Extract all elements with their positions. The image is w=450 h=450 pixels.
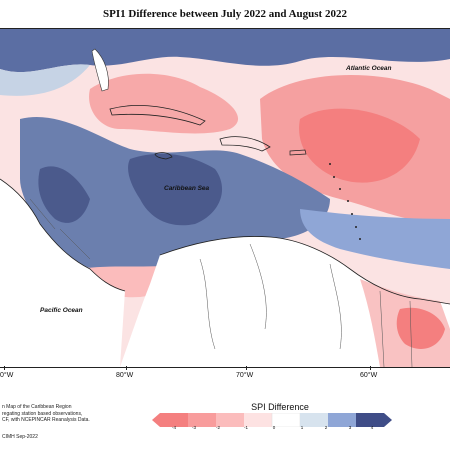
florida-land — [91, 48, 109, 92]
caribbean-sea-label: Caribbean Sea — [164, 185, 210, 192]
legend-tick-label: 2 — [324, 425, 328, 430]
northern-blue-band — [0, 29, 450, 73]
note-line: n Map of the Caribbean Region — [2, 404, 72, 410]
central-america-land — [0, 179, 125, 367]
legend-swatch — [216, 413, 244, 427]
central-america-coastline — [0, 178, 126, 292]
note-line: regating station based observations, — [2, 410, 83, 417]
tick-mark — [370, 366, 371, 370]
legend-swatch — [188, 413, 216, 427]
legend-tick-label: 4 — [370, 425, 374, 430]
longitude-label: 0°W — [0, 372, 14, 379]
cuba-outline — [109, 105, 206, 126]
country-borders — [29, 198, 413, 367]
tick-mark — [4, 366, 5, 370]
puerto-rico-outline — [289, 149, 307, 156]
spi-map: Atlantic Ocean Caribbean Sea Pacific Oce… — [0, 28, 450, 368]
legend-arrow-right — [384, 413, 392, 427]
legend-tick-label: -3 — [191, 425, 196, 430]
map-canvas — [0, 29, 450, 367]
legend-swatch — [300, 413, 328, 427]
legend-tick-label: -4 — [171, 425, 176, 430]
legend-arrow-left — [152, 413, 160, 427]
map-notes: n Map of the Caribbean Region regating s… — [2, 404, 90, 424]
credit-text: CIMH Sep-2022 — [2, 434, 38, 440]
legend-tick-label: -2 — [215, 425, 220, 430]
longitude-label: 70°W — [236, 372, 254, 379]
legend-swatch — [160, 413, 188, 427]
note-line: CF, with NCEPINCAR Reanalysis Data. — [2, 417, 90, 424]
legend-tick-label: 3 — [348, 425, 352, 430]
light-blue-region — [0, 64, 90, 96]
legend-tick-label: 0 — [272, 425, 276, 430]
legend-swatch — [244, 413, 272, 427]
hispaniola-outline — [219, 136, 271, 152]
legend-tick-label: 1 — [300, 425, 304, 430]
jamaica-outline — [154, 152, 173, 160]
legend-swatch — [356, 413, 384, 427]
legend-title: SPI Difference — [251, 402, 309, 412]
caribbean-strong-wet — [128, 153, 223, 226]
longitude-label: 80°W — [116, 372, 134, 379]
longitude-label: 60°W — [360, 372, 378, 379]
central-america-wet — [38, 166, 90, 223]
atlantic-ocean-label: Atlantic Ocean — [346, 65, 392, 72]
tick-mark — [246, 366, 247, 370]
guiana-strong-dry — [396, 307, 445, 349]
map-title: SPI1 Difference between July 2022 and Au… — [103, 8, 347, 20]
tick-mark — [126, 366, 127, 370]
legend-colorbar — [152, 413, 392, 427]
legend-swatch — [328, 413, 356, 427]
south-america-coastline — [159, 236, 450, 305]
lesser-antilles-islands — [329, 163, 361, 240]
pacific-ocean-label: Pacific Ocean — [40, 307, 83, 314]
legend-tick-label: -1 — [243, 425, 248, 430]
cuba-dry-region — [89, 73, 239, 134]
eastern-wet-band — [300, 209, 450, 269]
